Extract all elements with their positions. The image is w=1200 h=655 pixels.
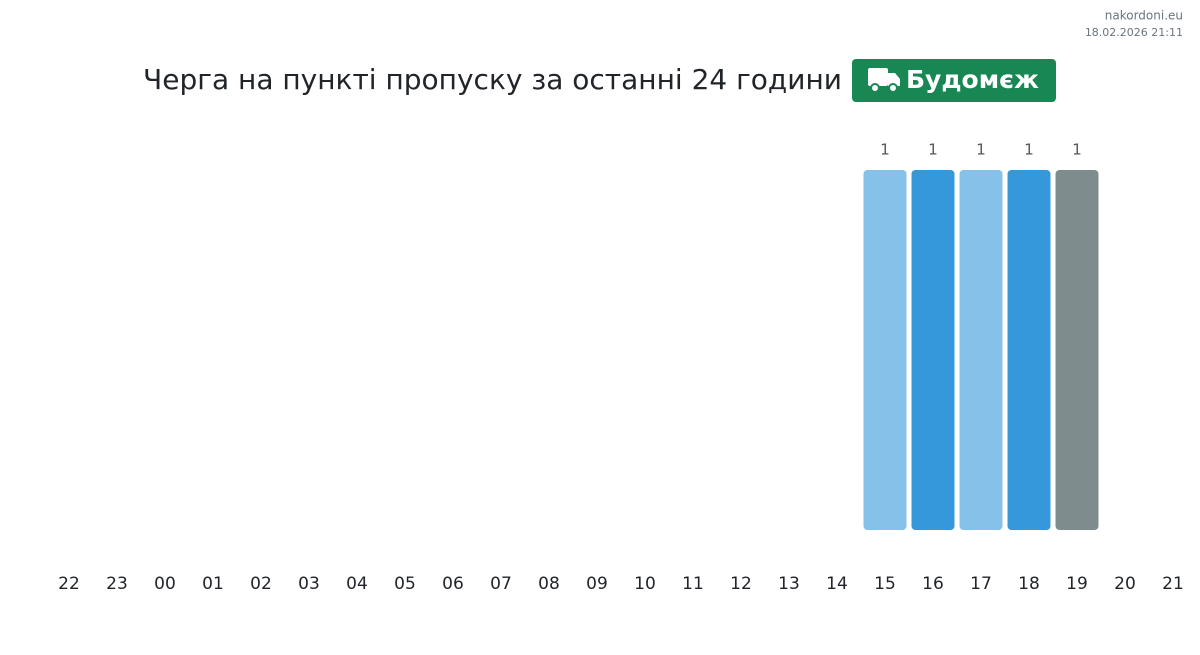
bar [1007,170,1051,530]
x-tick-label: 01 [202,574,224,594]
x-tick-label: 04 [346,574,368,594]
x-tick-label: 08 [538,574,560,594]
value-label: 1 [976,141,986,159]
chart-title: Черга на пункті пропуску за останні 24 г… [143,63,842,96]
x-tick-label: 11 [682,574,704,594]
x-tick-label: 22 [58,574,80,594]
x-tick-label: 13 [778,574,800,594]
x-tick-label: 12 [730,574,752,594]
x-tick-label: 03 [298,574,320,594]
timestamp: 18.02.2026 21:11 [1085,26,1183,39]
badge-label: Будомєж [906,65,1039,94]
bar [1055,170,1099,530]
x-tick-label: 14 [826,574,848,594]
x-tick-label: 02 [250,574,272,594]
x-tick-label: 00 [154,574,176,594]
site-name: nakordoni.eu [1105,9,1183,23]
x-tick-label: 07 [490,574,512,594]
x-tick-label: 16 [922,574,944,594]
badge-bg [852,59,1056,102]
x-tick-label: 19 [1066,574,1088,594]
value-label: 1 [1024,141,1034,159]
x-tick-label: 20 [1114,574,1136,594]
x-tick-label: 10 [634,574,656,594]
x-tick-label: 06 [442,574,464,594]
bar [959,170,1003,530]
badge: Будомєж [852,59,1056,102]
x-tick-label: 15 [874,574,896,594]
value-label: 1 [1072,141,1082,159]
x-tick-label: 09 [586,574,608,594]
x-tick-label: 05 [394,574,416,594]
x-tick-label: 23 [106,574,128,594]
bar [863,170,907,530]
value-label: 1 [880,141,890,159]
truck-icon [868,68,900,93]
x-tick-label: 21 [1162,574,1184,594]
x-tick-label: 17 [970,574,992,594]
value-label: 1 [928,141,938,159]
x-tick-label: 18 [1018,574,1040,594]
bar [911,170,955,530]
